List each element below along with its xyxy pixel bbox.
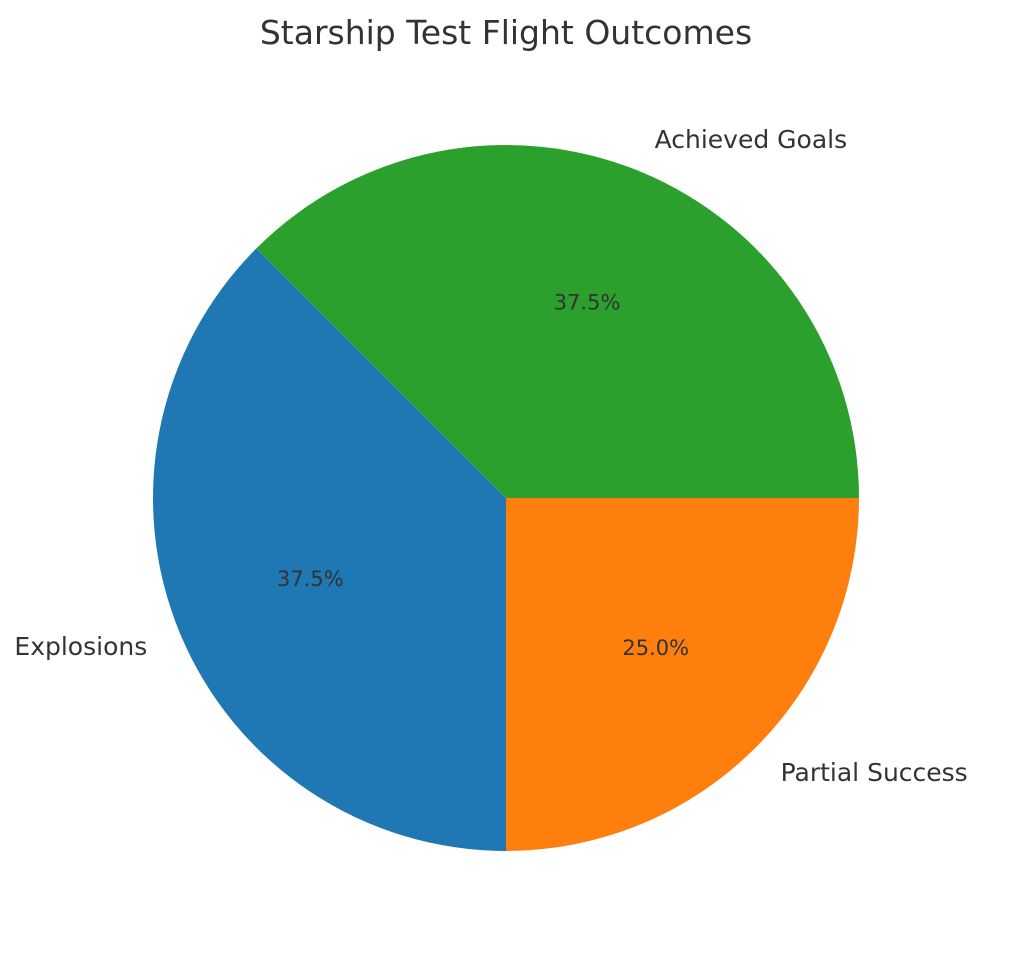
pie-slice-category-label: Explosions — [14, 632, 147, 661]
pie-slice-achieved-goals — [256, 144, 859, 498]
pie-slice-percent-label: 25.0% — [622, 636, 689, 660]
pie-slice-percent-label: 37.5% — [554, 290, 621, 314]
pie-slice-partial-success — [506, 498, 859, 851]
pie-slice-explosions — [152, 248, 506, 851]
pie-slices — [152, 144, 859, 851]
chart-title: Starship Test Flight Outcomes — [260, 13, 752, 52]
pie-labels: 37.5% Explosions 25.0% Partial Success 37.5%… — [14, 125, 967, 787]
pie-slice-percent-label: 37.5% — [277, 567, 344, 591]
pie-slice-category-label: Partial Success — [781, 758, 968, 787]
pie-slice-category-label: Achieved Goals — [655, 125, 848, 154]
